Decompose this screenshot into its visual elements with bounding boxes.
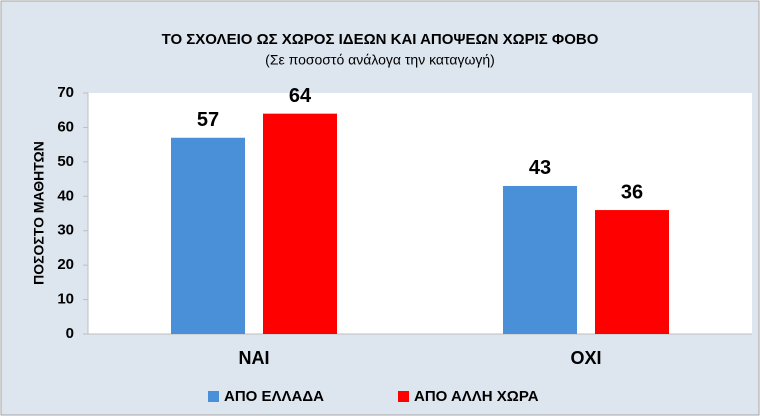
y-tick-label: 30 [57,222,74,239]
x-tick-label: ΟΧΙ [570,348,601,368]
bar [263,113,337,335]
y-axis-label: ΠΟΣΟΣΤΟ ΜΑΘΗΤΩΝ [31,141,47,285]
legend-label: ΑΠΟ ΑΛΛΗ ΧΩΡΑ [414,388,539,405]
bar [595,210,669,334]
y-tick-label: 50 [57,153,74,170]
x-tick-label: ΝΑΙ [239,348,270,368]
data-label: 43 [529,157,551,179]
chart-title: ΤΟ ΣΧΟΛΕΙΟ ΩΣ ΧΩΡΟΣ ΙΔΕΩΝ ΚΑΙ ΑΠΟΨΕΩΝ ΧΩ… [162,31,599,48]
y-tick-label: 20 [57,256,74,273]
legend-swatch [398,391,409,402]
legend-swatch [208,391,219,402]
bar [171,137,245,334]
data-label: 64 [289,85,312,107]
data-label: 57 [197,109,219,131]
chart-subtitle: (Σε ποσοστό ανάλογα την καταγωγή) [265,52,495,68]
data-label: 36 [621,181,643,203]
y-tick-label: 40 [57,187,74,204]
y-tick-label: 70 [57,84,74,101]
legend-label: ΑΠΟ ΕΛΛΑΔΑ [224,388,324,405]
y-tick-label: 60 [57,118,74,135]
y-tick-label: 10 [57,291,74,308]
y-tick-label: 0 [66,325,74,342]
bar [503,185,577,334]
